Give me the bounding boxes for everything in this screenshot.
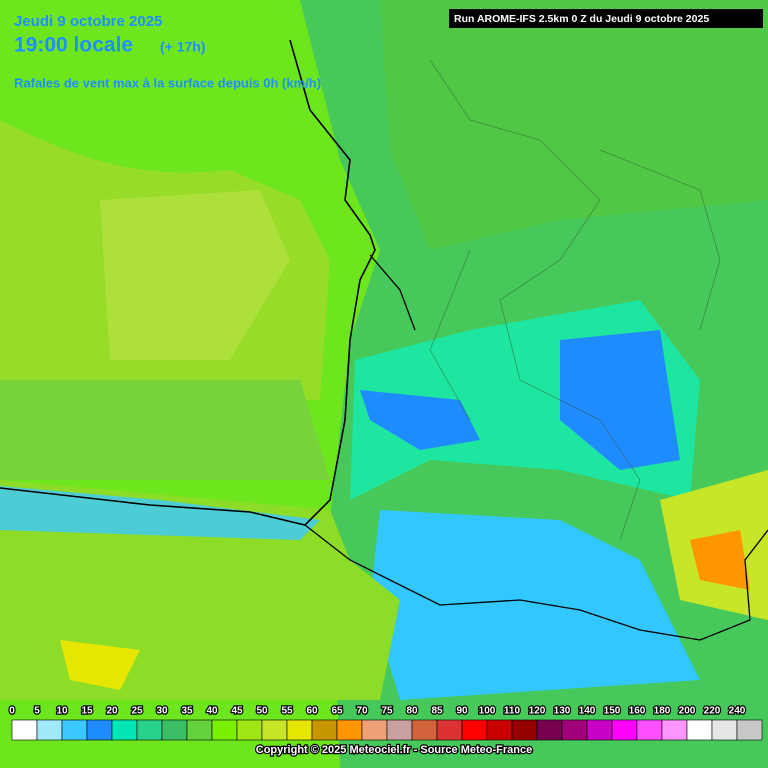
legend-label: 130 bbox=[554, 706, 571, 717]
time: 19:00 locale bbox=[14, 34, 133, 57]
legend-swatch bbox=[536, 719, 563, 741]
legend-swatch bbox=[511, 719, 538, 741]
legend-swatch bbox=[161, 719, 188, 741]
legend-label: 80 bbox=[406, 706, 418, 717]
legend-swatch bbox=[411, 719, 438, 741]
run-label: Run AROME-IFS 2.5km 0 Z du Jeudi 9 octob… bbox=[454, 13, 709, 25]
legend-label: 5 bbox=[34, 706, 40, 717]
legend-label: 50 bbox=[256, 706, 268, 717]
legend-swatch bbox=[211, 719, 238, 741]
legend-label: 65 bbox=[331, 706, 343, 717]
subtitle: Rafales de vent max à la surface depuis … bbox=[14, 75, 321, 90]
legend-label: 110 bbox=[504, 706, 521, 717]
legend-swatch bbox=[636, 719, 663, 741]
legend-swatch bbox=[686, 719, 713, 741]
estuary bbox=[369, 254, 416, 331]
lead: (+ 17h) bbox=[160, 39, 206, 55]
legend-swatch bbox=[561, 719, 588, 741]
legend-label: 45 bbox=[231, 706, 243, 717]
legend-label: 90 bbox=[456, 706, 468, 717]
legend-label: 20 bbox=[106, 706, 118, 717]
legend-label: 160 bbox=[629, 706, 646, 717]
legend-label: 40 bbox=[206, 706, 218, 717]
legend-label: 200 bbox=[679, 706, 696, 717]
legend-swatch bbox=[736, 719, 763, 741]
legend-swatch bbox=[711, 719, 738, 741]
legend-swatch bbox=[111, 719, 138, 741]
legend-label: 140 bbox=[579, 706, 596, 717]
gust-zone bbox=[0, 486, 320, 540]
legend-label: 220 bbox=[704, 706, 721, 717]
sea-area bbox=[0, 380, 330, 480]
regions bbox=[429, 59, 721, 541]
legend-label: 35 bbox=[181, 706, 193, 717]
sea-area bbox=[100, 190, 290, 360]
legend: 0 5 10 15 20 25 30 35 40 45 50 55 60 65 70 75 80 85 90 100 1… bbox=[8, 704, 763, 741]
legend-label: 25 bbox=[131, 706, 143, 717]
gust-zone bbox=[560, 330, 680, 470]
legend-swatch bbox=[61, 719, 88, 741]
legend-label: 60 bbox=[306, 706, 318, 717]
legend-label: 30 bbox=[156, 706, 168, 717]
legend-label: 10 bbox=[56, 706, 68, 717]
land-area bbox=[380, 0, 768, 250]
legend-label: 150 bbox=[604, 706, 621, 717]
legend-label: 240 bbox=[729, 706, 746, 717]
legend-label: 180 bbox=[654, 706, 671, 717]
legend-swatch bbox=[36, 719, 63, 741]
legend-swatch bbox=[136, 719, 163, 741]
gust-zone bbox=[370, 510, 700, 700]
coastline bbox=[0, 39, 376, 526]
gust-zone bbox=[60, 640, 140, 690]
legend-swatch bbox=[336, 719, 363, 741]
legend-swatch bbox=[611, 719, 638, 741]
legend-swatch bbox=[436, 719, 463, 741]
legend-swatch bbox=[486, 719, 513, 741]
gust-zone bbox=[360, 390, 480, 450]
legend-swatch bbox=[236, 719, 263, 741]
legend-label: 100 bbox=[479, 706, 496, 717]
date: Jeudi 9 octobre 2025 bbox=[14, 13, 162, 30]
run-box bbox=[449, 9, 763, 28]
legend-swatch bbox=[386, 719, 413, 741]
legend-label: 15 bbox=[81, 706, 93, 717]
legend-swatch bbox=[11, 719, 38, 741]
legend-swatch bbox=[361, 719, 388, 741]
legend-swatch bbox=[586, 719, 613, 741]
legend-swatch bbox=[86, 719, 113, 741]
border bbox=[304, 524, 768, 641]
legend-swatch bbox=[261, 719, 288, 741]
legend-label: 70 bbox=[356, 706, 368, 717]
legend-label: 0 bbox=[9, 706, 15, 717]
legend-label: 85 bbox=[431, 706, 443, 717]
legend-swatch bbox=[661, 719, 688, 741]
gust-zone bbox=[690, 530, 750, 590]
legend-label: 55 bbox=[281, 706, 293, 717]
legend-swatch bbox=[186, 719, 213, 741]
copyright: Copyright © 2025 Meteociel.fr - Source M… bbox=[256, 744, 532, 756]
legend-swatch bbox=[311, 719, 338, 741]
legend-swatch bbox=[286, 719, 313, 741]
legend-swatch bbox=[461, 719, 488, 741]
legend-label: 75 bbox=[381, 706, 393, 717]
legend-label: 120 bbox=[529, 706, 546, 717]
